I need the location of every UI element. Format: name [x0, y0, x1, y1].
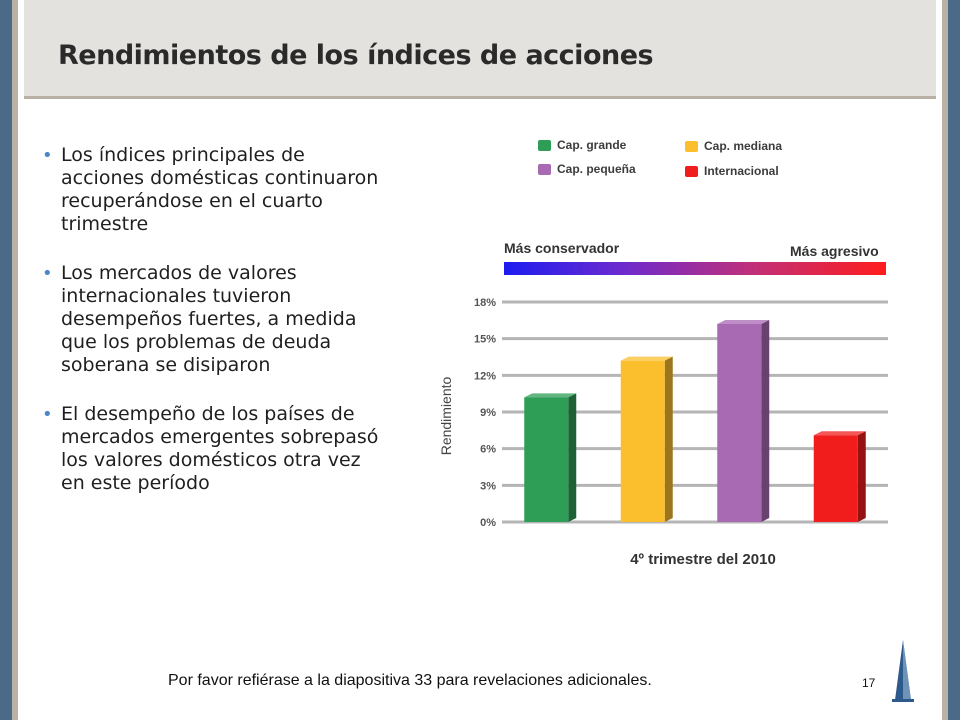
footer-disclosure-note: Por favor refiérase a la diapositiva 33 … — [168, 672, 652, 689]
bar-top — [717, 320, 770, 324]
legend-item-small-cap: Cap. pequeña — [538, 162, 636, 176]
legend-swatch — [538, 163, 551, 175]
scale-right-label: Más agresivo — [790, 243, 879, 259]
bar-top — [813, 431, 866, 436]
y-tick-label: 9% — [480, 407, 496, 419]
y-tick-label: 12% — [474, 370, 496, 382]
right-frame-border — [942, 0, 960, 720]
bar — [620, 360, 665, 522]
bullet-text: El desempeño de los países de mercados e… — [61, 403, 379, 494]
page-number: 17 — [862, 676, 876, 690]
bar — [524, 397, 569, 522]
legend-swatch — [685, 140, 698, 152]
legend-item-large-cap: Cap. grande — [538, 138, 626, 152]
x-axis-label: 4º trimestre del 2010 — [630, 551, 776, 568]
bullet-text: Los índices principales de acciones domé… — [61, 144, 379, 235]
bullet-item: • Los mercados de valores internacionales… — [42, 262, 387, 377]
title-bar: Rendimientos de los índices de acciones — [24, 0, 936, 99]
bar-side — [568, 393, 577, 522]
legend-swatch — [538, 139, 551, 151]
bar-side — [664, 356, 673, 522]
slide-title: Rendimientos de los índices de acciones — [58, 40, 654, 71]
y-tick-label: 3% — [480, 480, 496, 492]
bar-chart: 0% 3% 6% 9% 12% 15% 18% Rendimiento 4º trimestre… — [438, 297, 888, 568]
risk-scale-bar — [504, 262, 886, 275]
bar-top — [620, 356, 673, 361]
bullet-dot-icon: • — [42, 404, 53, 425]
bullet-list: • Los índices principales de acciones dom… — [42, 144, 387, 521]
tower-logo-icon — [892, 640, 914, 702]
bullet-dot-icon: • — [42, 263, 53, 284]
bar — [717, 324, 762, 522]
y-tick-label: 18% — [474, 297, 496, 309]
bullet-item: • Los índices principales de acciones dom… — [42, 144, 387, 236]
y-tick-label: 0% — [480, 517, 496, 529]
bar-side — [857, 431, 866, 522]
legend-label: Cap. grande — [557, 138, 627, 152]
bullet-dot-icon: • — [42, 145, 53, 166]
left-frame-border — [0, 0, 18, 720]
scale-left-label: Más conservador — [504, 240, 620, 256]
legend-label: Cap. pequeña — [557, 162, 636, 176]
legend-item-international: Internacional — [685, 164, 779, 178]
y-tick-label: 15% — [474, 334, 496, 346]
legend-label: Cap. mediana — [704, 139, 783, 153]
legend-item-mid-cap: Cap. mediana — [685, 139, 782, 153]
bar — [813, 435, 858, 522]
bar-side — [761, 320, 770, 522]
legend-label: Internacional — [704, 164, 779, 178]
y-axis-label: Rendimiento — [438, 376, 454, 455]
bullet-text: Los mercados de valores internacionales … — [61, 262, 357, 376]
bar-top — [524, 393, 577, 398]
bullet-item: • El desempeño de los países de mercados … — [42, 403, 387, 495]
legend-swatch — [685, 165, 698, 177]
y-tick-label: 6% — [480, 444, 496, 456]
